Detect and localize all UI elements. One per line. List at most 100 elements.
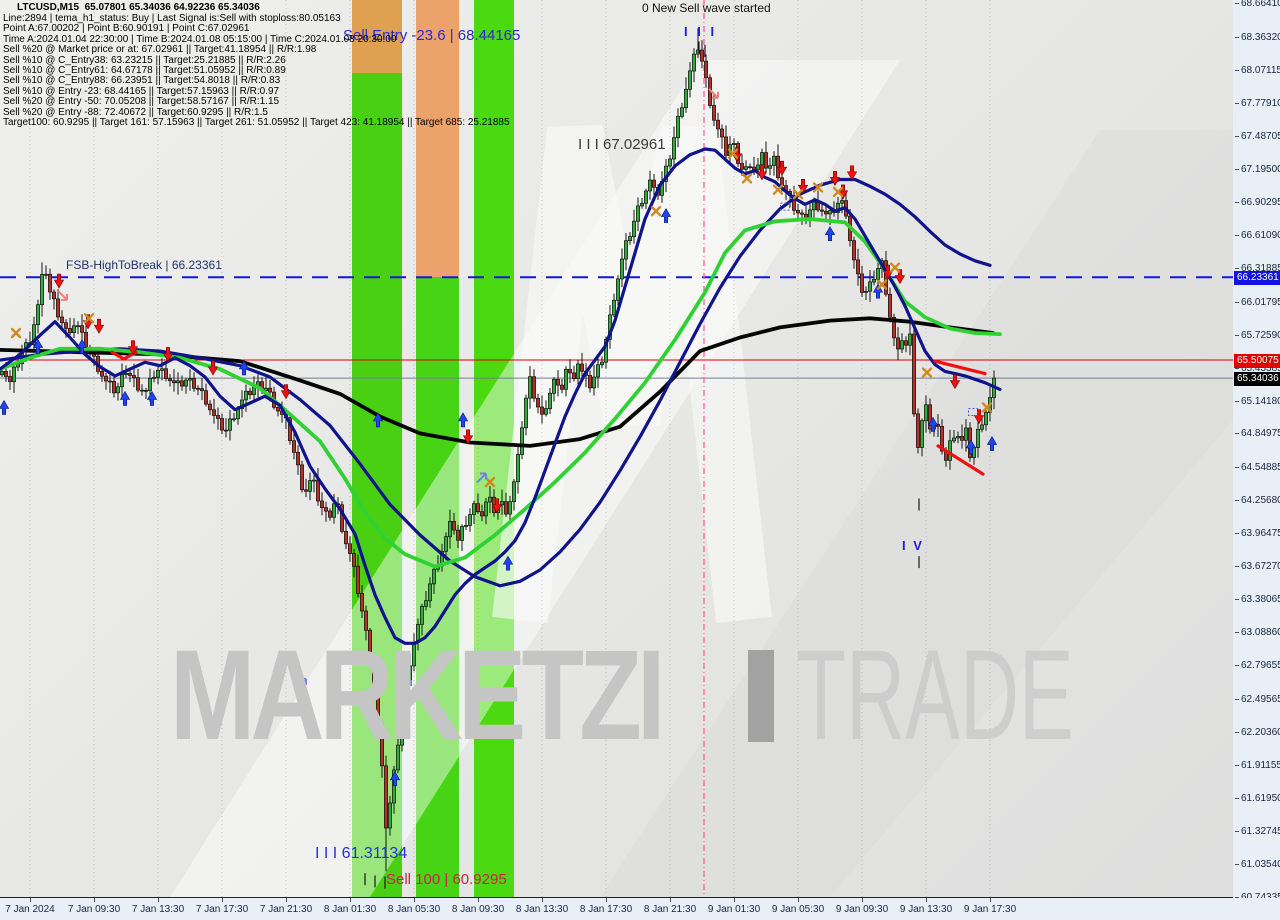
buy-arrow-icon (457, 412, 469, 428)
zigzag-segment (110, 350, 138, 361)
time-axis-tick (94, 898, 95, 902)
ma-navy-slow-line (0, 177, 992, 588)
hollow-sell-arrow-icon (708, 88, 719, 99)
time-axis-label: 9 Jan 17:30 (963, 904, 1017, 915)
price-axis-label: 62.49565 (1235, 694, 1280, 705)
signal-band (416, 0, 459, 897)
time-axis-tick (926, 898, 927, 902)
hollow-buy-arrow-icon (401, 678, 412, 690)
sell-arrow-icon (837, 184, 849, 200)
price-axis[interactable]: 68.66410 68.36320 68.07115 67.77910 67.48705… (1234, 0, 1280, 903)
time-axis-label: 8 Jan 21:30 (643, 904, 697, 915)
sell-arrow-icon (846, 165, 858, 181)
info-overlay: LTCUSD,M15 65.07801 65.34036 64.92236 65… (3, 2, 510, 128)
wave-4-marker: I V (902, 538, 924, 553)
price-axis-label: 67.77910 (1235, 98, 1280, 109)
info-line: Line:2894 | tema_h1_status: Buy | Last S… (3, 13, 341, 24)
dashed-box-marker (968, 407, 978, 416)
price-axis-label: 62.20360 (1235, 727, 1280, 738)
info-line: Point A:67.00202 | Point B:60.90191 | Po… (3, 23, 250, 35)
time-axis-label: 7 Jan 13:30 (131, 904, 185, 915)
price-badge: 65.50075 (1234, 353, 1280, 368)
price-axis-label: 61.32745 (1235, 826, 1280, 837)
price-badge: 66.23361 (1234, 270, 1280, 285)
time-axis[interactable]: 7 Jan 2024 7 Jan 09:30 7 Jan 13:30 7 Jan 17… (0, 898, 1280, 920)
buy-arrow-icon (927, 416, 939, 432)
time-axis-tick (286, 898, 287, 902)
signal-x-icon (10, 327, 22, 339)
time-axis-label: 7 Jan 17:30 (195, 904, 249, 915)
sell-arrow-icon (797, 178, 809, 194)
buy-arrow-icon (824, 226, 836, 241)
sell-arrow-icon (829, 171, 841, 186)
signal-band (474, 0, 514, 897)
buy-arrow-icon (119, 390, 131, 406)
candles (0, 28, 996, 872)
sell-arrow-icon (93, 318, 105, 334)
price-axis-label: 66.31885 (1235, 263, 1280, 274)
chart-area[interactable]: MARKETZI TRADE Sell Entry -23.6 | 68.441… (0, 0, 1233, 898)
buy-arrow-icon (76, 338, 88, 354)
signal-x-icon (832, 186, 844, 198)
signal-x-icon (921, 367, 933, 378)
price-axis-label: 64.84975 (1235, 428, 1280, 439)
time-axis-label: 9 Jan 05:30 (771, 904, 825, 915)
price-axis-label: 68.36320 (1235, 32, 1280, 43)
buy-arrow-icon (372, 412, 384, 428)
time-axis-tick (414, 898, 415, 902)
sell-arrow-icon (776, 160, 788, 176)
buy-arrow-icon (660, 208, 672, 223)
price-axis-label: 68.07115 (1235, 64, 1280, 76)
ma-navy-fast-line (0, 147, 1002, 645)
buy-arrow-icon (389, 771, 401, 787)
time-axis-tick (734, 898, 735, 902)
time-axis-tick (542, 898, 543, 902)
info-line: Sell %10 @ C_Entry88: 66.23951 || Target… (3, 75, 281, 87)
watermark-m-logo (492, 124, 772, 624)
time-axis-label: 8 Jan 05:30 (387, 904, 441, 915)
signal-band-segment (352, 0, 402, 73)
watermark-separator-bar (748, 650, 774, 742)
info-line: Sell %20 @ Market price or at: 67.02961 … (3, 44, 317, 56)
signal-x-icon (889, 262, 901, 273)
signal-x-icon (83, 313, 95, 324)
sell-arrow-icon (162, 347, 174, 363)
sell-arrow-icon (491, 498, 503, 514)
time-axis-tick (158, 898, 159, 902)
time-axis-tick (222, 898, 223, 902)
sell-arrow-icon (127, 340, 139, 356)
sell-entry-annotation: Sell Entry -23.6 | 68.44165 (343, 27, 521, 44)
price-axis-label: 63.08860 (1235, 627, 1280, 638)
signal-x-icon (876, 279, 888, 290)
info-line: Time A:2024.01.04 22:30:00 | Time B:2024… (3, 33, 397, 45)
price-axis-label: 63.96475 (1235, 528, 1280, 539)
price-axis-label: 66.90295 (1235, 197, 1280, 208)
info-line: Sell %10 @ Entry -23: 68.44165 || Target… (3, 85, 280, 97)
price-axis-label: 63.67270 (1235, 561, 1280, 572)
buy-arrow-icon (146, 390, 158, 406)
price-axis-label: 65.14180 (1235, 396, 1280, 407)
fsb-high-to-break-label: FSB-HighToBreak | 66.23361 (66, 258, 222, 272)
info-line: Sell %10 @ C_Entry38: 63.23215 || Target… (3, 54, 286, 66)
sell-arrow-icon (462, 429, 474, 445)
price-axis-label: 61.91155 (1235, 760, 1280, 772)
time-axis-tick (478, 898, 479, 902)
sell-arrow-icon (207, 360, 219, 376)
price-axis-label: 61.03540 (1235, 859, 1280, 870)
signal-x-icon (650, 205, 662, 217)
buy-arrow-icon (965, 439, 977, 455)
signal-band-segment (474, 0, 514, 897)
time-axis-tick (862, 898, 863, 902)
signal-x-icon (741, 173, 753, 184)
signal-band-segment (416, 277, 459, 897)
signal-x-icon (772, 184, 784, 195)
new-sell-wave-annotation: 0 New Sell wave started (642, 1, 771, 15)
buy-arrow-icon (0, 399, 10, 415)
sell-arrow-icon (949, 374, 961, 390)
time-axis-tick (30, 898, 31, 902)
price-axis-label: 60.74335 (1235, 892, 1280, 903)
time-axis-tick (990, 898, 991, 902)
buy-arrow-icon (238, 360, 250, 376)
watermark-brand-bold: MARKETZI (170, 624, 665, 767)
